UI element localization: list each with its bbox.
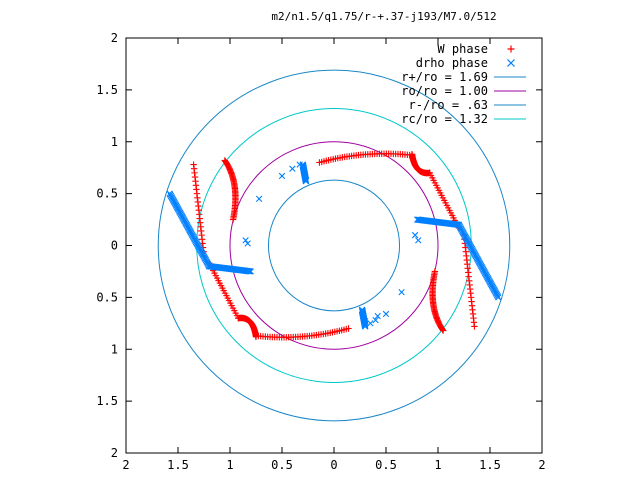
circles-layer bbox=[157, 69, 511, 422]
drho-phase-point bbox=[289, 165, 296, 172]
x-tick-label: 0.5 bbox=[271, 458, 293, 472]
plot-area bbox=[157, 69, 511, 422]
y-tick-label: 0.5 bbox=[96, 187, 118, 201]
y-tick-label: 1 bbox=[111, 342, 118, 356]
x-tick-label: 0.5 bbox=[375, 458, 397, 472]
legend-label: drho phase bbox=[416, 56, 488, 70]
legend-label: ro/ro = 1.00 bbox=[401, 84, 488, 98]
legend-label: r+/ro = 1.69 bbox=[401, 70, 488, 84]
drho-phase-point bbox=[358, 306, 366, 314]
legend-swatch bbox=[507, 45, 515, 53]
points-layer bbox=[166, 150, 502, 341]
y-tick-label: 0 bbox=[111, 239, 118, 253]
w-phase-point bbox=[431, 268, 439, 275]
drho-phase-point bbox=[244, 240, 251, 247]
legend-swatch bbox=[507, 59, 515, 67]
y-tick-label: 0.5 bbox=[96, 290, 118, 304]
drho-phase-point bbox=[411, 231, 419, 239]
w-phase-point bbox=[190, 161, 197, 168]
x-tick-label: 1.5 bbox=[167, 458, 189, 472]
drho-phase-point bbox=[296, 161, 303, 168]
drho-phase-point bbox=[302, 177, 310, 185]
drho-phase-point bbox=[362, 318, 369, 325]
x-tick-label: 2 bbox=[538, 458, 545, 472]
drho-phase-point bbox=[278, 172, 286, 180]
w-phase-point bbox=[471, 323, 478, 330]
x-tick-label: 1 bbox=[434, 458, 441, 472]
w-phase-point bbox=[229, 216, 237, 223]
x-tick-label: 0 bbox=[330, 458, 337, 472]
x-tick-label: 2 bbox=[122, 458, 129, 472]
drho-phase-point bbox=[372, 317, 379, 324]
y-tick-label: 2 bbox=[111, 31, 118, 45]
x-tick-label: 1 bbox=[226, 458, 233, 472]
circle-series-1 bbox=[229, 141, 439, 350]
y-tick-label: 1 bbox=[111, 135, 118, 149]
drho-phase-point bbox=[382, 310, 390, 318]
y-tick-label: 1.5 bbox=[96, 394, 118, 408]
x-tick-label: 1.5 bbox=[479, 458, 501, 472]
drho-phase-point bbox=[255, 195, 263, 203]
drho-phase-point bbox=[242, 237, 249, 244]
ticks-layer: 2 1.5 1 0.5 0 0.5 1 1.5 221.510.500.511.52 bbox=[96, 31, 545, 472]
circle-series-0 bbox=[157, 69, 511, 422]
chart-title: m2/n1.5/q1.75/r-+.37-j193/M7.0/512 bbox=[271, 10, 496, 23]
drho-phase-point bbox=[374, 312, 381, 320]
y-tick-label: 1.5 bbox=[96, 83, 118, 97]
drho-phase-point bbox=[398, 288, 405, 296]
drho-phase-point bbox=[367, 320, 374, 327]
legend-label: r-/ro = .63 bbox=[409, 98, 488, 112]
legend-label: rc/ro = 1.32 bbox=[401, 112, 488, 126]
drho-phase-point bbox=[247, 268, 254, 275]
circle-series-2 bbox=[267, 179, 401, 312]
y-tick-label: 2 bbox=[111, 446, 118, 460]
drho-phase-point bbox=[414, 216, 421, 223]
drho-phase-point bbox=[415, 237, 422, 244]
legend-label: W phase bbox=[437, 42, 488, 56]
